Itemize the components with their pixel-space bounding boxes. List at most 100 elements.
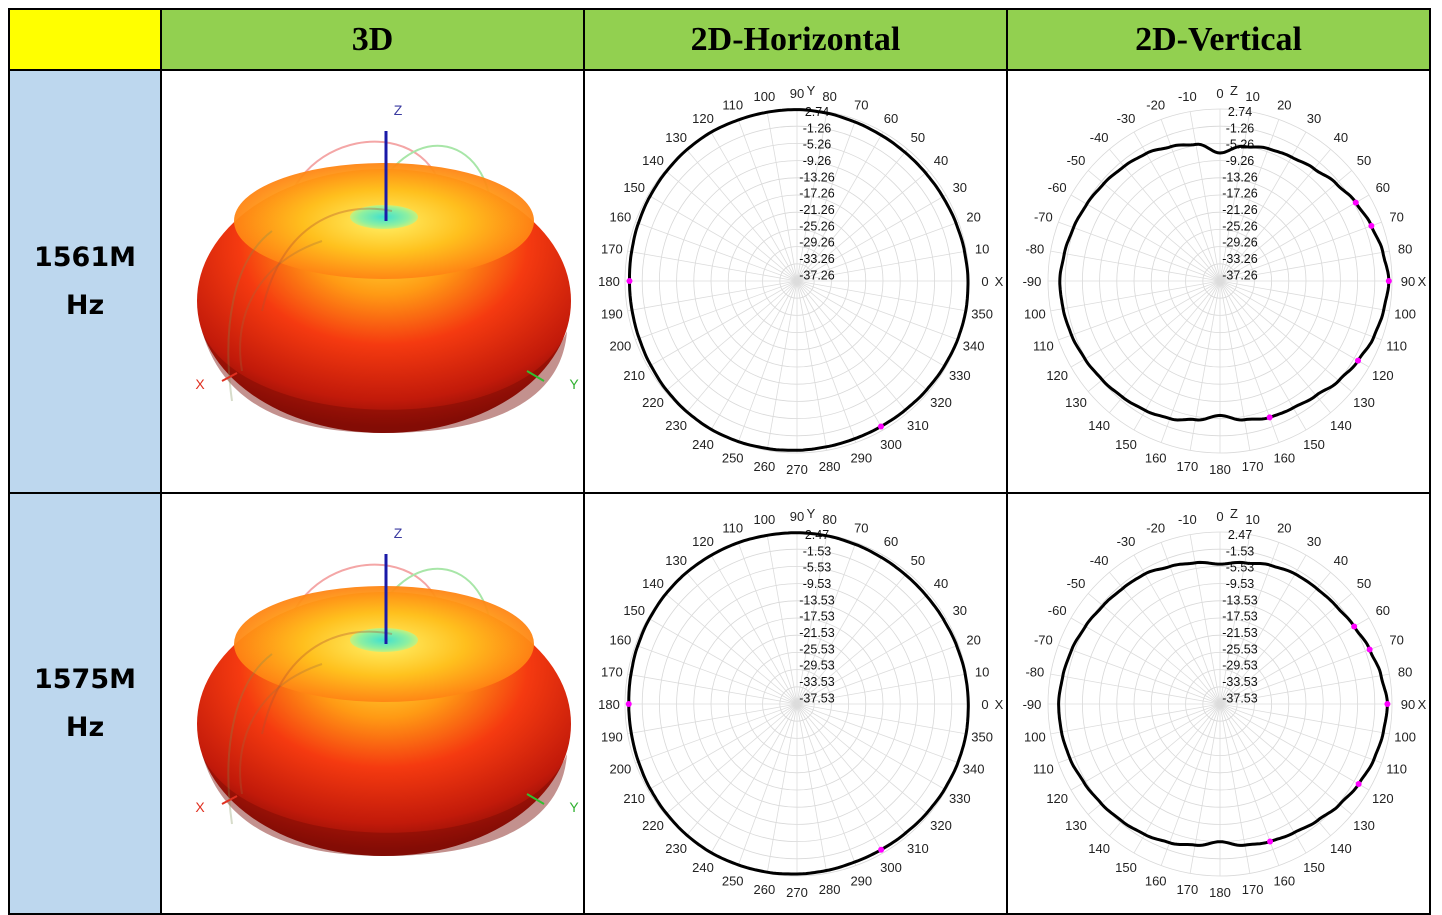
grid-spoke	[1133, 280, 1221, 431]
pattern-3d-image: Z X Y	[195, 525, 579, 856]
grid-spoke	[635, 280, 798, 341]
header-corner	[8, 8, 162, 71]
angle-tick-label: 60	[884, 534, 898, 549]
grid-spoke	[686, 703, 798, 837]
ring-label: -13.26	[1222, 170, 1257, 184]
angle-tick-label: 30	[1307, 534, 1321, 549]
angle-tick-label: 320	[930, 818, 952, 833]
angle-tick-label: 220	[642, 395, 664, 410]
angle-tick-label: -20	[1146, 520, 1165, 535]
grid-spoke	[766, 280, 798, 451]
grid-spoke	[1109, 703, 1221, 837]
angle-tick-label: 210	[623, 791, 645, 806]
angle-tick-label: 20	[1277, 97, 1291, 112]
grid-spoke	[796, 703, 967, 735]
pattern-marker	[1384, 701, 1391, 707]
angle-tick-label: -60	[1048, 180, 1067, 195]
angle-tick-label: 100	[1394, 307, 1416, 322]
angle-tick-label: 140	[1330, 418, 1352, 433]
grid-spoke	[796, 554, 884, 705]
polar-chart-vertical: 0 102030405060708090100110120130140150160…	[1023, 83, 1427, 477]
angle-tick-label: 70	[854, 520, 868, 535]
grid-spoke	[627, 250, 798, 282]
angle-tick-label: 170	[1177, 459, 1199, 474]
angle-tick-label: 50	[911, 553, 925, 568]
ring-label: -13.53	[799, 593, 834, 607]
angle-tick-label: 90	[1401, 697, 1415, 712]
axis-tag-right: X	[1418, 274, 1427, 289]
grid-spoke	[737, 542, 798, 705]
grid-spoke	[664, 280, 798, 392]
angle-tick-label: 0	[981, 274, 988, 289]
z-axis-label: Z	[394, 525, 403, 541]
angle-tick-label: 160	[1273, 874, 1295, 889]
grid-spoke	[737, 703, 798, 866]
angle-tick-label: 90	[790, 509, 804, 524]
angle-tick-label: -70	[1034, 210, 1053, 225]
grid-spoke	[796, 571, 908, 705]
angle-tick-label: -50	[1067, 576, 1086, 591]
grid-spoke	[796, 703, 857, 866]
angle-tick-label: 30	[1307, 111, 1321, 126]
angle-tick-label: 260	[754, 459, 776, 474]
grid-spoke	[686, 148, 798, 282]
pattern-marker	[1385, 278, 1392, 284]
angle-tick-label: 220	[642, 818, 664, 833]
angle-tick-label: 160	[1145, 874, 1167, 889]
pattern-marker	[626, 278, 633, 284]
grid-spoke	[1219, 250, 1390, 282]
angle-tick-label: 130	[665, 130, 687, 145]
ring-label: -13.53	[1222, 593, 1257, 607]
ring-label: -21.53	[799, 626, 834, 640]
freq-line1: 1575M	[33, 663, 136, 695]
pattern-marker	[1352, 199, 1359, 206]
grid-spoke	[796, 280, 959, 341]
pattern-3d-null	[350, 628, 418, 652]
polar-vertical-1561: 0 10 20 30 40 50 60 70 80 90 100 110 120 130 140 150 160…	[1006, 69, 1431, 494]
grid-spoke	[1058, 280, 1221, 341]
angle-tick-label: 110	[1033, 761, 1054, 776]
grid-spoke	[1109, 280, 1221, 414]
pattern-table: 3D 2D-Horizontal 2D-Vertical 1561M Hz Z X…	[8, 8, 1431, 915]
grid-spoke	[1219, 593, 1353, 705]
angle-tick-label: 240	[692, 860, 714, 875]
ring-label: -5.26	[803, 138, 832, 152]
grid-spoke	[1219, 194, 1370, 282]
angle-tick-label: 120	[692, 111, 714, 126]
angle-tick-label: 130	[1353, 818, 1375, 833]
grid-spoke	[1219, 571, 1331, 705]
polar-horizontal-1561: 90 80 70 60 50 40 30 20 10 0 350 340 330 320 310 300 290…	[583, 69, 1008, 494]
ring-label: -1.26	[803, 121, 832, 135]
pattern-3d-1561: Z X Y	[160, 69, 585, 494]
angle-tick-label: 310	[907, 418, 929, 433]
ring-label: -17.26	[1222, 187, 1257, 201]
ring-label: -17.53	[1222, 610, 1257, 624]
grid-spoke	[635, 221, 798, 282]
angle-tick-label: 110	[1033, 338, 1054, 353]
ring-label: -25.53	[1222, 642, 1257, 656]
ring-label: -5.53	[803, 561, 832, 575]
y-axis-label: Y	[569, 799, 579, 815]
angle-tick-label: -90	[1023, 697, 1042, 712]
angle-tick-label: -20	[1146, 97, 1165, 112]
pattern-curve	[628, 108, 970, 452]
grid-spoke	[796, 250, 967, 282]
grid-spoke	[796, 170, 930, 282]
angle-tick-label: 230	[665, 841, 687, 856]
angle-tick-label: 120	[1372, 791, 1394, 806]
angle-tick-label: -90	[1023, 274, 1042, 289]
angle-tick-label: 150	[1115, 860, 1137, 875]
angle-tick-label: 10	[1245, 89, 1259, 104]
angle-tick-label: 130	[1353, 395, 1375, 410]
grid-spoke	[664, 703, 798, 815]
pattern-marker	[625, 701, 632, 707]
x-axis-label: X	[195, 799, 205, 815]
grid-spoke	[766, 111, 798, 282]
ring-label: -1.53	[1226, 544, 1255, 558]
angle-tick-label: 140	[1088, 418, 1110, 433]
angle-tick-label: 150	[1115, 437, 1137, 452]
angle-tick-label: 110	[1386, 761, 1407, 776]
ring-label: -25.53	[799, 642, 834, 656]
grid-spoke	[710, 280, 798, 431]
angle-tick-label: 80	[1398, 664, 1412, 679]
